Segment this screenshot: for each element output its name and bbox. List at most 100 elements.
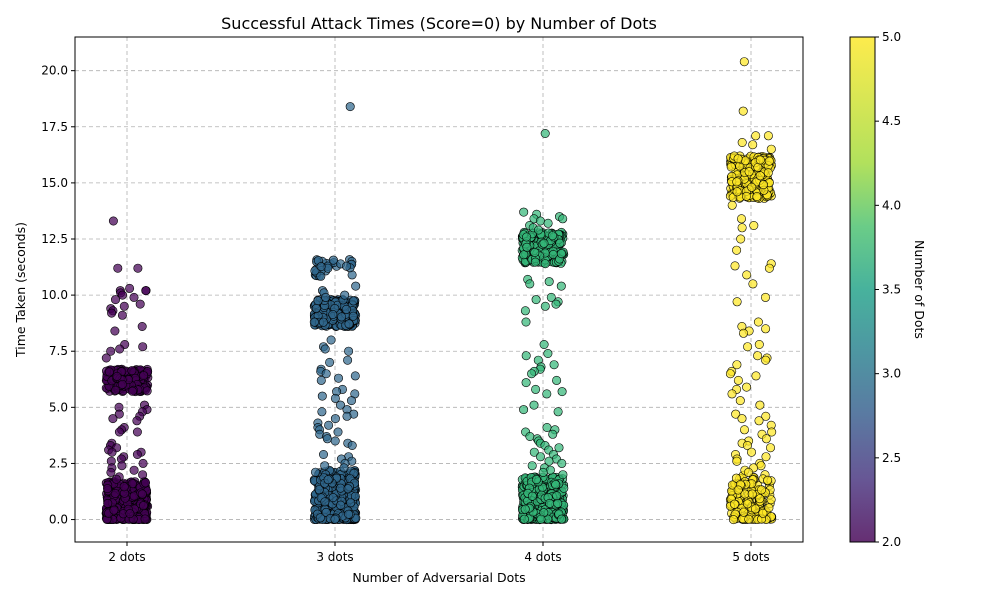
data-point bbox=[140, 514, 150, 524]
data-point bbox=[320, 461, 330, 471]
data-point bbox=[321, 369, 331, 379]
data-point bbox=[129, 292, 139, 302]
data-point bbox=[119, 301, 129, 311]
data-point bbox=[525, 279, 535, 289]
data-point bbox=[558, 214, 568, 224]
data-point bbox=[333, 373, 343, 383]
data-point bbox=[325, 357, 335, 367]
data-point bbox=[318, 449, 328, 459]
data-point bbox=[543, 348, 553, 358]
data-point bbox=[137, 321, 147, 331]
data-point bbox=[351, 281, 361, 291]
data-point bbox=[316, 375, 326, 385]
gridlines bbox=[75, 37, 803, 542]
data-point bbox=[341, 261, 351, 271]
data-point bbox=[138, 470, 148, 480]
data-point bbox=[343, 355, 353, 365]
data-point bbox=[125, 509, 135, 519]
data-point bbox=[310, 467, 320, 477]
data-point bbox=[737, 138, 747, 148]
data-point bbox=[519, 405, 529, 415]
data-point bbox=[315, 513, 325, 523]
data-point bbox=[753, 317, 763, 327]
data-point bbox=[139, 371, 149, 381]
data-point bbox=[539, 238, 549, 248]
data-point bbox=[733, 375, 743, 385]
y-tick-label: 20.0 bbox=[41, 64, 68, 78]
data-point bbox=[525, 431, 535, 441]
data-point bbox=[127, 366, 137, 376]
data-point bbox=[322, 434, 332, 444]
data-point bbox=[746, 447, 756, 457]
data-point bbox=[127, 479, 137, 489]
data-point bbox=[519, 207, 529, 217]
data-point bbox=[739, 57, 749, 67]
data-point bbox=[109, 505, 119, 515]
data-point bbox=[114, 427, 124, 437]
data-point bbox=[539, 339, 549, 349]
data-point bbox=[756, 461, 766, 471]
data-point bbox=[764, 156, 774, 166]
data-point bbox=[747, 489, 757, 499]
data-point bbox=[142, 386, 152, 396]
data-point bbox=[737, 223, 747, 233]
data-point bbox=[330, 393, 340, 403]
data-point bbox=[342, 411, 352, 421]
data-point bbox=[726, 162, 736, 172]
colorbar-tick-label: 2.0 bbox=[882, 535, 901, 549]
data-point bbox=[522, 242, 532, 252]
y-tick-label: 0.0 bbox=[49, 513, 68, 527]
x-tick-label: 3 dots bbox=[316, 550, 353, 564]
data-point bbox=[736, 234, 746, 244]
data-point bbox=[743, 342, 753, 352]
data-point bbox=[117, 461, 127, 471]
data-point bbox=[114, 409, 124, 419]
data-point bbox=[103, 498, 113, 508]
colorbar-tick-label: 5.0 bbox=[882, 30, 901, 44]
y-tick-label: 5.0 bbox=[49, 400, 68, 414]
data-point bbox=[320, 344, 330, 354]
data-point bbox=[324, 420, 334, 430]
data-point bbox=[323, 475, 333, 485]
data-point bbox=[742, 382, 752, 392]
colorbar-tick-label: 3.0 bbox=[882, 367, 901, 381]
data-point bbox=[551, 480, 561, 490]
data-point bbox=[521, 378, 531, 388]
data-point bbox=[341, 304, 351, 314]
data-point bbox=[106, 467, 116, 477]
data-point bbox=[557, 387, 567, 397]
data-point bbox=[558, 470, 568, 480]
data-point bbox=[542, 389, 552, 399]
data-point bbox=[111, 385, 121, 395]
data-point bbox=[742, 499, 752, 509]
data-point bbox=[110, 326, 120, 336]
data-point bbox=[330, 414, 340, 424]
data-point bbox=[138, 342, 148, 352]
data-point bbox=[761, 324, 771, 334]
colorbar: 2.0 2.5 3.0 3.5 4.0 4.5 5.0 Number of Dots bbox=[849, 30, 927, 549]
colorbar-tick-label: 3.5 bbox=[882, 283, 901, 297]
data-point bbox=[320, 497, 330, 507]
data-point bbox=[732, 187, 742, 197]
data-point bbox=[108, 216, 118, 226]
data-point bbox=[316, 262, 326, 272]
data-point bbox=[141, 286, 151, 296]
data-point bbox=[751, 371, 761, 381]
data-point bbox=[738, 328, 748, 338]
data-point bbox=[103, 484, 113, 494]
data-point bbox=[527, 369, 537, 379]
data-point bbox=[758, 508, 768, 518]
data-point bbox=[531, 384, 541, 394]
data-point bbox=[112, 371, 122, 381]
data-point bbox=[107, 447, 117, 457]
data-point bbox=[333, 427, 343, 437]
y-tick-label: 7.5 bbox=[49, 344, 68, 358]
data-point bbox=[311, 303, 321, 313]
data-point bbox=[520, 306, 530, 316]
data-point bbox=[748, 279, 758, 289]
data-point bbox=[554, 443, 564, 453]
data-point bbox=[751, 131, 761, 141]
x-tick-label: 2 dots bbox=[108, 550, 145, 564]
data-point bbox=[738, 106, 748, 116]
data-point bbox=[310, 266, 320, 276]
